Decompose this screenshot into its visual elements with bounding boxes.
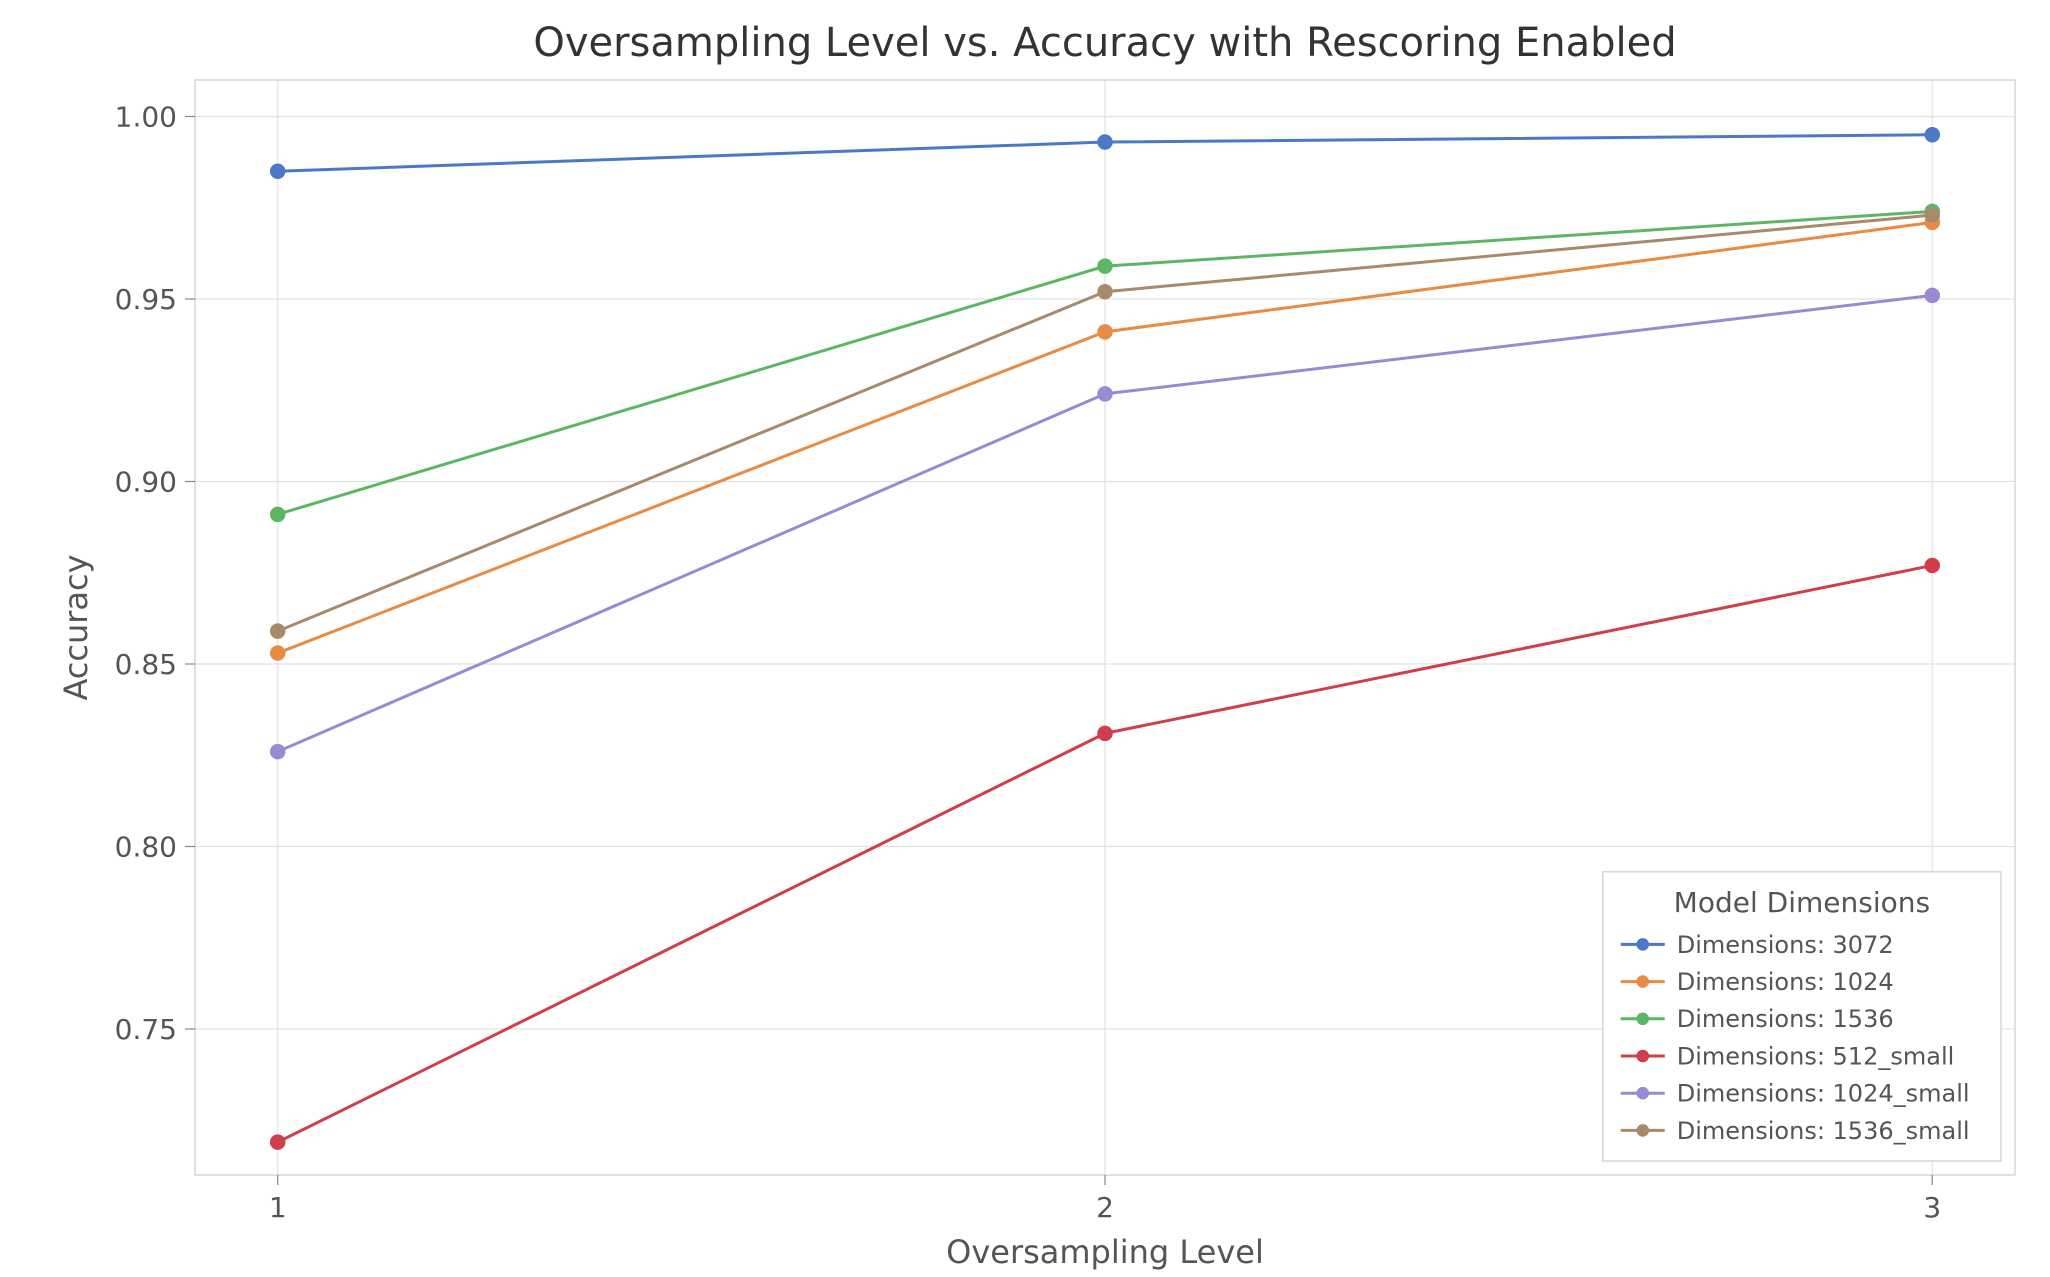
y-tick-label: 0.85 — [115, 648, 177, 681]
series-marker-1536 — [271, 507, 285, 521]
legend-marker-3072 — [1636, 938, 1649, 951]
series-marker-1024_small — [1098, 387, 1112, 401]
series-marker-1536 — [1098, 259, 1112, 273]
legend-label-1536: Dimensions: 1536 — [1677, 1005, 1894, 1033]
series-marker-1024_small — [1925, 288, 1939, 302]
series-marker-512_small — [271, 1135, 285, 1149]
series-marker-512_small — [1925, 558, 1939, 572]
series-marker-1536_small — [1925, 208, 1939, 222]
legend-marker-1024 — [1636, 975, 1649, 988]
legend-marker-1024_small — [1636, 1087, 1649, 1100]
legend-label-1024_small: Dimensions: 1024_small — [1677, 1080, 1970, 1108]
series-marker-3072 — [1925, 128, 1939, 142]
x-tick-label: 2 — [1096, 1191, 1114, 1224]
series-marker-1024_small — [271, 745, 285, 759]
y-axis-label: Accuracy — [57, 554, 95, 700]
y-tick-label: 0.75 — [115, 1013, 177, 1046]
series-marker-3072 — [271, 164, 285, 178]
x-tick-label: 1 — [269, 1191, 287, 1224]
series-marker-1024 — [1098, 325, 1112, 339]
series-marker-1536_small — [1098, 285, 1112, 299]
series-marker-1024 — [271, 646, 285, 660]
y-tick-label: 0.90 — [115, 465, 177, 498]
legend: Model Dimensions Dimensions: 3072 Dimensio… — [1603, 872, 2001, 1161]
x-tick-label: 3 — [1923, 1191, 1941, 1224]
legend-label-1536_small: Dimensions: 1536_small — [1677, 1117, 1970, 1145]
y-tick-label: 0.95 — [115, 283, 177, 316]
legend-marker-512_small — [1636, 1050, 1649, 1063]
line-chart-svg: 1 2 3 0.75 0.80 0.85 0.90 0.95 1.00 Oversampling … — [0, 0, 2050, 1277]
legend-label-512_small: Dimensions: 512_small — [1677, 1042, 1955, 1070]
legend-label-1024: Dimensions: 1024 — [1677, 968, 1894, 996]
legend-label-3072: Dimensions: 3072 — [1677, 931, 1894, 959]
legend-marker-1536_small — [1636, 1124, 1649, 1137]
x-axis-label: Oversampling Level — [946, 1233, 1264, 1271]
legend-marker-1536 — [1636, 1013, 1649, 1026]
y-tick-label: 0.80 — [115, 830, 177, 863]
series-marker-512_small — [1098, 726, 1112, 740]
y-tick-label: 1.00 — [115, 100, 177, 133]
legend-title: Model Dimensions — [1674, 886, 1930, 919]
chart-title: Oversampling Level vs. Accuracy with Res… — [533, 20, 1676, 66]
series-marker-1536_small — [271, 624, 285, 638]
series-marker-3072 — [1098, 135, 1112, 149]
chart-container: 1 2 3 0.75 0.80 0.85 0.90 0.95 1.00 Oversampling … — [0, 0, 2050, 1277]
